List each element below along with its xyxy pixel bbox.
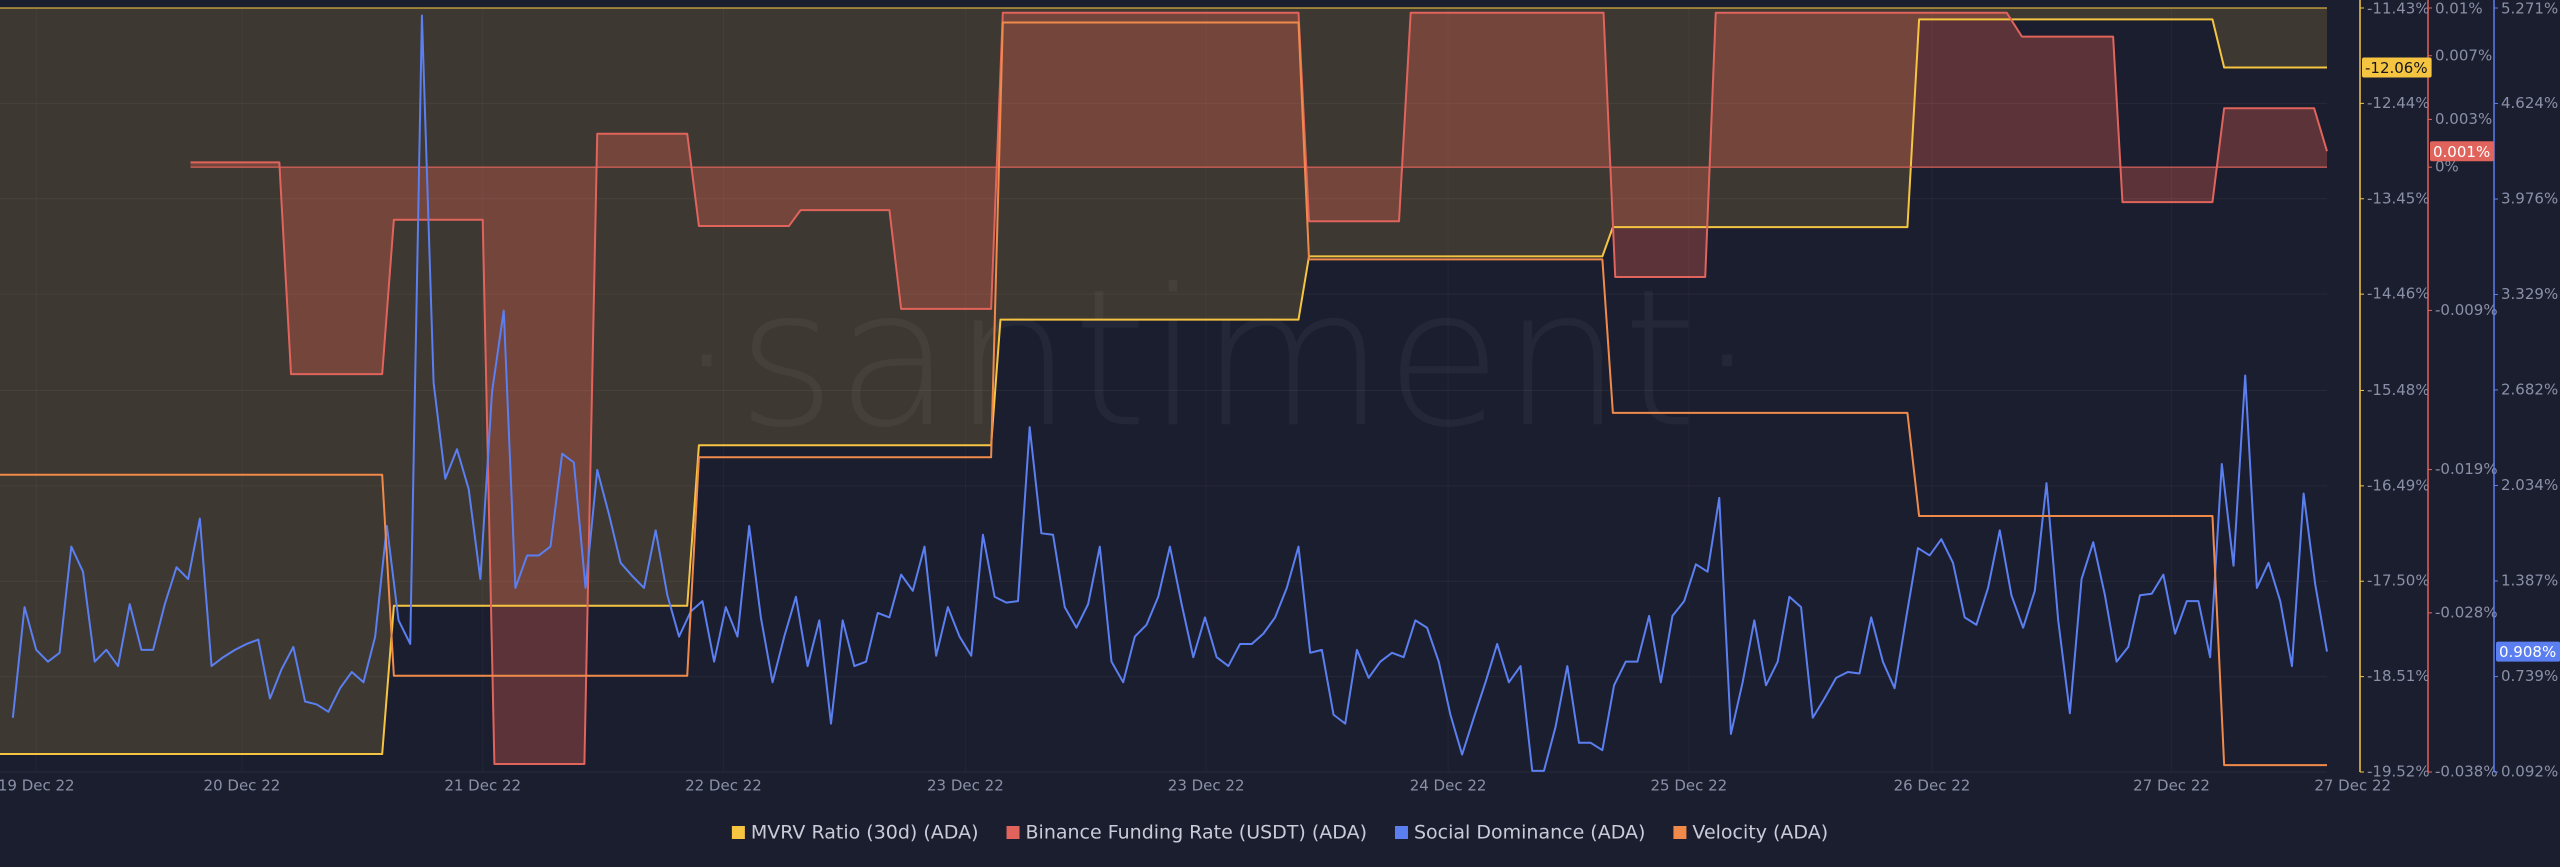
legend-item: Social Dominance (ADA) [1394, 822, 1645, 844]
series-line [190, 11, 2328, 766]
y-tick-label: -19.52% [2367, 763, 2430, 781]
y-tick-label: -12.44% [2367, 94, 2430, 112]
y-tick-label: -0.038% [2435, 763, 2498, 781]
series-line [11, 14, 2328, 772]
y-tick-label: -15.48% [2367, 381, 2430, 399]
legend-item: Velocity (ADA) [1673, 822, 1828, 844]
badge-box [2430, 141, 2495, 162]
area-fill [190, 12, 2327, 765]
badge-label: 0.001% [2433, 143, 2490, 161]
watermark: ·santiment· [677, 248, 1758, 469]
legend: MVRV Ratio (30d) (ADA) Binance Funding Ra… [731, 822, 1828, 844]
legend-label: Velocity (ADA) [1692, 822, 1828, 844]
y-tick-label: 3.976% [2501, 190, 2558, 208]
x-tick-label: 25 Dec 22 [1650, 777, 1727, 795]
y-tick-label: -13.45% [2367, 189, 2430, 207]
y-tick-label: -11.43% [2367, 0, 2430, 18]
y-tick-label: -16.49% [2367, 476, 2430, 494]
y-tick-label: 4.624% [2501, 94, 2558, 112]
axis-layer: 19 Dec 22 20 Dec 22 21 Dec 22 22 Dec 22 23 D… [0, 0, 2560, 795]
y-tick-label: -0.009% [2435, 301, 2498, 319]
value-badge: 0.001% [2430, 141, 2495, 162]
y-tick-label: 2.034% [2501, 476, 2558, 494]
y-tick-label: 0.003% [2435, 110, 2492, 128]
legend-swatch [731, 826, 745, 839]
y-tick-label: -17.50% [2367, 572, 2430, 590]
value-badge: -12.06% [2362, 57, 2432, 78]
y-tick-label: -18.51% [2367, 667, 2430, 685]
legend-item: MVRV Ratio (30d) (ADA) [731, 822, 979, 844]
series-line [0, 21, 2327, 767]
legend-label: MVRV Ratio (30d) (ADA) [751, 822, 979, 844]
x-tick-label: 23 Dec 22 [1168, 777, 1245, 795]
y-tick-label: 0.739% [2501, 667, 2558, 685]
y-tick-label: 2.682% [2501, 380, 2558, 398]
y-tick-label: 0.007% [2435, 46, 2492, 64]
x-tick-label: 19 Dec 22 [0, 777, 75, 795]
x-tick-label: 24 Dec 22 [1410, 777, 1487, 795]
y-tick-label: 1.387% [2501, 571, 2558, 589]
y-tick-label: 3.329% [2501, 285, 2558, 303]
badge-label: 0.908% [2499, 643, 2556, 661]
y-tick-label: -14.46% [2367, 285, 2430, 303]
x-tick-label: 20 Dec 22 [204, 777, 281, 795]
x-tick-label: 27 Dec 22 [2133, 777, 2210, 795]
x-tick-label: 27 Dec 22 [2314, 777, 2391, 795]
value-badge: 0.908% [2496, 641, 2560, 662]
y-tick-label: -0.028% [2435, 603, 2498, 621]
legend-swatch [1394, 826, 1408, 839]
badge-box [2496, 641, 2560, 662]
x-tick-label: 22 Dec 22 [685, 777, 762, 795]
y-tick-label: 0% [2435, 158, 2459, 176]
badge-label: -12.06% [2365, 59, 2428, 77]
x-tick-label: 21 Dec 22 [444, 777, 521, 795]
y-tick-label: 0.01% [2435, 0, 2483, 18]
line-layer [0, 7, 2328, 772]
fill-layer [0, 8, 2327, 765]
legend-swatch [1006, 826, 1020, 839]
legend-label: Social Dominance (ADA) [1414, 822, 1645, 844]
legend-label: Binance Funding Rate (USDT) (ADA) [1026, 822, 1367, 844]
badge-box [2362, 57, 2432, 78]
legend-swatch [1673, 826, 1687, 839]
series-line [0, 18, 2327, 756]
x-tick-label: 23 Dec 22 [927, 777, 1004, 795]
y-tick-label: 5.271% [2501, 0, 2558, 18]
area-fill [0, 8, 2327, 755]
x-tick-label: 26 Dec 22 [1894, 777, 1971, 795]
legend-item: Binance Funding Rate (USDT) (ADA) [1006, 822, 1367, 844]
y-tick-label: 0.092% [2501, 763, 2558, 781]
y-tick-label: -0.019% [2435, 460, 2498, 478]
